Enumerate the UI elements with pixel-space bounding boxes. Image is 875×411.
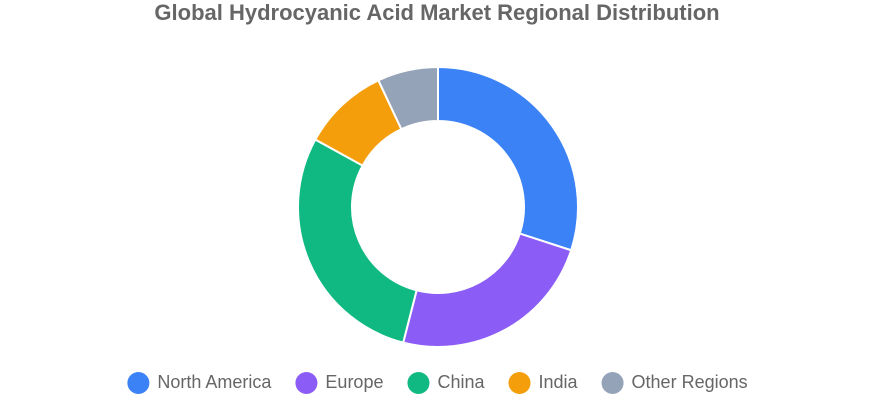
legend-label: Europe: [325, 372, 383, 392]
legend-marker: [508, 372, 531, 394]
legend-marker: [127, 372, 150, 394]
chart-title: Global Hydrocyanic Acid Market Regional …: [154, 0, 719, 25]
donut-segment: [297, 138, 418, 344]
legend-label: India: [539, 372, 579, 392]
legend-label: Other Regions: [632, 372, 748, 392]
donut-segment: [401, 232, 573, 348]
legend-marker: [295, 372, 318, 394]
legend-marker: [601, 372, 624, 394]
donut-segment: [377, 65, 439, 131]
legend-label: China: [437, 372, 485, 392]
donut-segment: [437, 65, 579, 252]
legend-label: North America: [157, 372, 272, 392]
legend-marker: [407, 372, 430, 394]
